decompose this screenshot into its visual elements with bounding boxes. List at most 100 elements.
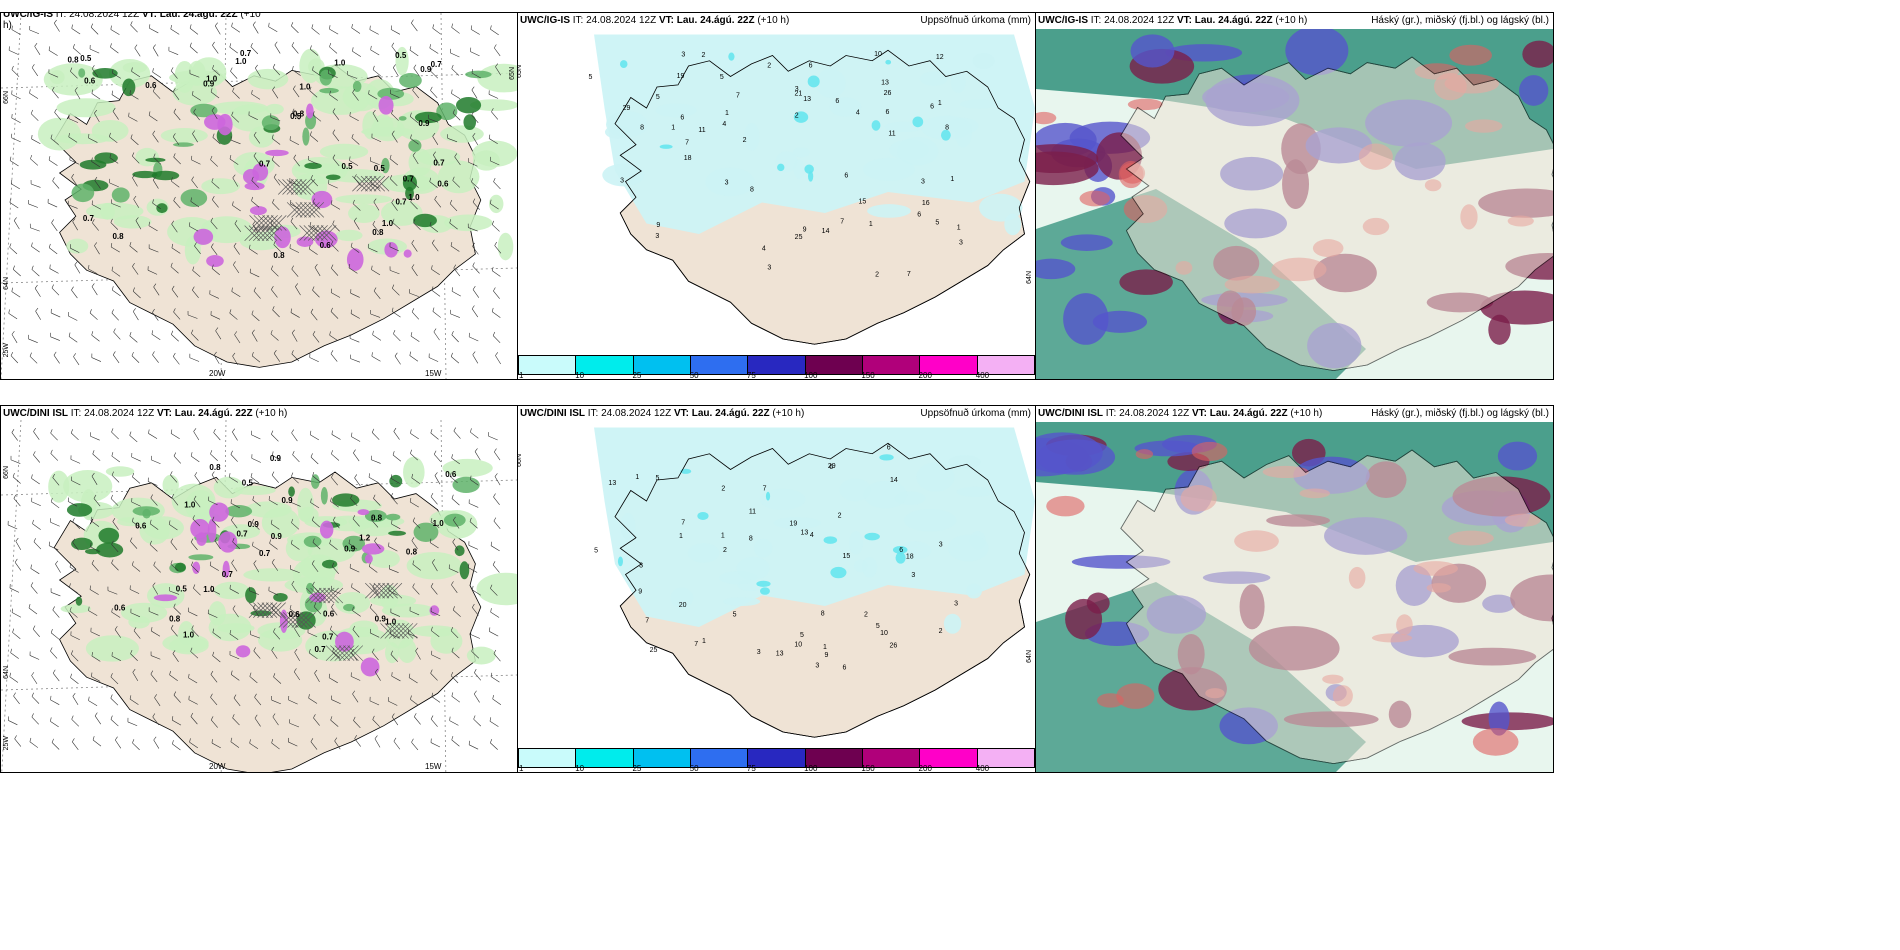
lat-label-64n: 64N <box>3 666 10 679</box>
wind-value-label: 0.5 <box>342 162 354 171</box>
colorbar-tick-label: 200 <box>918 764 932 773</box>
wind-value-label: 0.9 <box>375 615 387 624</box>
wind-value-label: 0.5 <box>242 478 254 487</box>
colorbar-segment <box>576 749 634 767</box>
wind-value-label: 1.0 <box>385 618 397 627</box>
field-name: Háský (gr.), miðský (fj.bl.) og lágský (… <box>1371 15 1549 26</box>
precip-value-label: 3 <box>795 86 799 93</box>
precip-map: 2378329151326251971158635413571096720213… <box>594 427 1035 738</box>
wind-value-label: 0.7 <box>259 160 271 169</box>
precip-value-label: 5 <box>656 475 660 482</box>
wind-value-label: 0.8 <box>293 110 305 119</box>
wind-value-label: 0.7 <box>403 175 415 184</box>
colorbar-tick-label: 50 <box>689 371 699 380</box>
wind-value-label: 1.0 <box>382 219 394 228</box>
precip-value-label: 3 <box>681 51 685 58</box>
wind-value-label: 1.0 <box>206 75 218 84</box>
precip-value-label: 4 <box>722 121 726 128</box>
wind-value-label: 0.5 <box>80 54 92 63</box>
wind-value-label: 0.6 <box>323 610 335 619</box>
precip-value-label: 5 <box>876 623 880 630</box>
wind-map-svg: 0.51.0 0.70.80.61.00.70.50.91.00.60.80.7 1… <box>1 13 517 379</box>
colorbar-segment <box>862 749 921 767</box>
wind-value-label: 0.6 <box>114 603 126 612</box>
precip-value-label: 4 <box>762 246 766 253</box>
wind-value-label: 0.7 <box>259 549 271 558</box>
precip-value-label: 1 <box>725 110 729 117</box>
wind-value-label: 0.9 <box>281 496 293 505</box>
colorbar-segment <box>920 356 978 374</box>
precip-value-label: 3 <box>911 572 915 579</box>
precip-value-label: 2 <box>743 137 747 144</box>
colorbar-segment <box>576 356 634 374</box>
lat-label-65n: 65N <box>517 65 523 78</box>
precip-value-label: 5 <box>656 94 660 101</box>
cloud-map <box>1036 29 1553 379</box>
precip-value-label: 3 <box>655 233 659 240</box>
precip-value-label: 3 <box>815 662 819 669</box>
wind-value-label: 0.9 <box>344 545 356 554</box>
colorbar-segment <box>633 749 691 767</box>
precip-value-label: 4 <box>856 109 860 116</box>
precip-value-label: 3 <box>620 178 624 185</box>
colorbar-tick-label: 1 <box>519 764 524 773</box>
precip-value-label: 2 <box>795 113 799 120</box>
wind-value-label: 0.7 <box>83 214 95 223</box>
lat-label-66n: 66N <box>517 454 523 467</box>
panel-title: UWC/IG-IS IT: 24.08.2024 12Z VT: Lau. 24… <box>520 15 790 26</box>
panel-top-mid-precip-map: UWC/IG-IS IT: 24.08.2024 12Z VT: Lau. 24… <box>517 12 1036 380</box>
wind-value-label: 0.8 <box>273 251 285 260</box>
wind-value-label: 0.7 <box>395 197 407 206</box>
precip-value-label: 8 <box>945 124 949 131</box>
wind-value-label: 0.7 <box>222 570 234 579</box>
wind-value-label: 0.8 <box>209 463 221 472</box>
precip-value-label: 15 <box>859 198 867 205</box>
precip-value-label: 7 <box>685 140 689 147</box>
field-name: Háský (gr.), miðský (fj.bl.) og lágský (… <box>1371 408 1549 419</box>
colorbar-tick-label: 10 <box>575 371 585 380</box>
wind-value-label: 0.5 <box>290 112 302 121</box>
precip-value-label: 26 <box>889 642 897 649</box>
precip-value-label: 9 <box>825 652 829 659</box>
precip-value-label: 21 <box>794 90 802 97</box>
lat-label-65n-right: 65N <box>509 67 516 80</box>
precip-value-label: 9 <box>638 589 642 596</box>
precip-value-label: 3 <box>639 562 643 569</box>
precip-value-label: 6 <box>829 464 833 471</box>
wind-value-label: 0.6 <box>437 180 449 189</box>
colorbar-labels: 1 10 25 50 75 100 150 200 400 <box>518 371 1033 380</box>
lon-label-15w: 15W <box>425 762 442 771</box>
precip-value-label: 11 <box>888 130 895 137</box>
precip-value-label: 2 <box>864 612 868 619</box>
colorbar-segment <box>862 356 921 374</box>
cloud-map <box>1036 422 1553 772</box>
precip-value-label: 1 <box>823 644 827 651</box>
wind-value-label: 1.0 <box>408 193 420 202</box>
colorbar-tick-label: 100 <box>804 764 818 773</box>
colorbar-tick-label: 400 <box>975 764 990 773</box>
colorbar-segment <box>977 749 1034 767</box>
precip-value-label: 5 <box>589 74 593 81</box>
precip-value-label: 7 <box>840 219 844 226</box>
wind-value-label: 0.6 <box>145 81 157 90</box>
precip-value-label: 2 <box>701 52 705 59</box>
wind-value-label: 0.7 <box>322 632 334 641</box>
precip-value-label: 2 <box>838 513 842 520</box>
colorbar-segment <box>977 356 1034 374</box>
precip-value-label: 6 <box>917 212 921 219</box>
precip-value-label: 19 <box>789 521 797 528</box>
wind-value-label: 0.6 <box>445 470 457 479</box>
colorbar-segment <box>690 749 749 767</box>
precip-value-label: 12 <box>936 54 944 61</box>
panel-top-right-cloud-map: UWC/IG-IS IT: 24.08.2024 12Z VT: Lau. 24… <box>1035 12 1554 380</box>
wind-value-label: 0.8 <box>406 547 418 556</box>
precip-value-label: 10 <box>874 51 882 58</box>
wind-map-svg: 0.60.81.00.70.91.00.70.80.91.00.60.50.70… <box>1 420 517 772</box>
wind-value-label: 0.5 <box>176 585 188 594</box>
precip-value-label: 26 <box>884 90 892 97</box>
precip-value-label: 7 <box>681 519 685 526</box>
precip-value-label: 7 <box>694 641 698 648</box>
wind-value-label: 0.6 <box>320 241 332 250</box>
wind-value-label: 0.6 <box>84 76 96 85</box>
